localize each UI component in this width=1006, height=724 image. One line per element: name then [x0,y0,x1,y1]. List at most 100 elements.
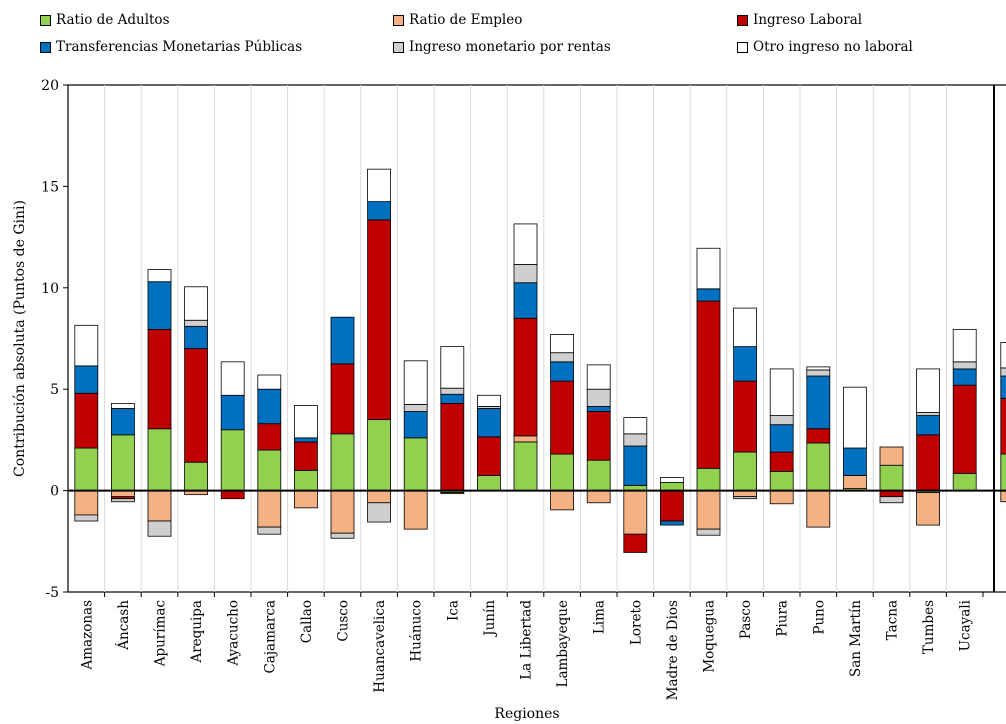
bar-segment [74,490,99,516]
bar-segment [513,264,538,284]
x-tick-label: Cajamarca [262,600,278,674]
bar-segment [440,346,465,389]
bar-segment [74,365,99,394]
bar-segment [769,424,794,453]
bar-segment [1000,397,1006,455]
bar-segment [806,366,831,371]
x-tick-label: Madre de Dios [665,600,681,700]
bar-segment [1000,453,1006,492]
bar-segment [184,348,209,463]
x-tick-label: Huancavelica [372,600,388,693]
bar-segment [257,423,282,451]
x-tick-label: Lima [592,600,608,634]
bar-segment [476,436,501,476]
bar-segment [184,286,209,321]
bar-segment [74,324,99,367]
x-tick-label: Callao [299,600,315,643]
bar-segment [806,375,831,430]
x-tick-label: Pasco [738,600,754,639]
bar-segment [660,482,684,492]
x-tick-label: Arequipa [189,600,205,664]
bar-segment [623,445,648,486]
legend-item: Ratio de Adultos [40,12,170,28]
bar-segment [367,419,392,491]
bar-segment [184,319,209,327]
bar-segment [586,490,611,504]
bar-segment [1000,375,1006,399]
bar-segment [513,282,538,319]
legend-swatch [393,14,404,26]
bar-segment [952,368,977,386]
bar-segment [330,490,355,534]
bar-segment [586,388,611,407]
bar-segment [403,411,428,439]
bar-segment [513,441,538,492]
bar-segment [111,434,135,491]
y-tick-label: 0 [50,484,59,500]
bar-segment [623,433,648,447]
bar-segment [111,408,135,436]
bar-segment [1000,490,1006,503]
x-tick-label: Tumbes [921,600,937,654]
legend-item: Ingreso monetario por rentas [393,39,611,55]
x-tick-label: Lambayeque [555,600,571,687]
x-tick-label: Ica [445,600,461,621]
x-tick-label: Ayacucho [226,600,242,667]
bar-segment [367,502,392,523]
legend-swatch [40,41,51,53]
bar-segment [293,441,318,471]
bar-segment [220,429,245,492]
bar-segment [513,435,538,443]
x-tick-label: San Martín [848,600,864,677]
bar-segment [660,490,684,522]
bar-segment [147,281,172,330]
bar-segment [147,520,172,537]
bar-segment [550,334,574,354]
bar-segment [1000,367,1006,377]
legend-swatch [737,14,748,26]
legend-label: Transferencias Monetarias Públicas [56,39,303,55]
y-axis-title: Contribución absoluta (Puntos de Gini) [12,200,28,477]
bar-segment [769,451,794,472]
bar-segment [843,447,867,476]
bar-segment [879,464,904,492]
bar-segment [74,392,99,449]
bar-segment [806,442,831,491]
bar-segment [952,472,977,492]
bar-segment [476,394,501,407]
bar-segment [733,307,757,348]
bar-segment [257,490,282,528]
bar-segment [184,325,209,350]
plot-frame [67,84,1006,593]
legend-item: Ratio de Empleo [393,12,522,28]
x-tick-label: Áncash [116,600,132,651]
bar-segment [293,469,318,492]
bar-segment [916,412,940,416]
bar-segment [806,428,831,444]
legend-label: Ratio de Adultos [56,12,170,28]
bar-segment [440,393,465,404]
bar-segment [367,490,392,504]
bar-segment [623,533,648,553]
bar-segment [916,415,940,436]
bar-segment [74,447,99,491]
bar-segment [220,361,245,396]
bar-segment [513,317,538,437]
bar-segment [147,269,172,283]
chart-legend: Ratio de Adultos Ratio de Empleo Ingreso L… [0,0,1006,70]
bar-segment [367,168,392,203]
legend-swatch [40,14,51,26]
bar-segment [733,496,757,500]
bar-segment [220,394,245,431]
bar-segment [147,490,172,522]
bar-segment [293,437,318,443]
bar-segment [696,247,721,290]
x-tick-label: La Libertad [519,600,535,680]
bar-segment [293,490,318,509]
bar-segment [550,490,574,511]
bar-segment [806,369,831,377]
bar-segment [660,477,684,483]
bar-segment [293,405,318,439]
bar-segment [916,434,940,491]
bar-segment [440,402,465,491]
